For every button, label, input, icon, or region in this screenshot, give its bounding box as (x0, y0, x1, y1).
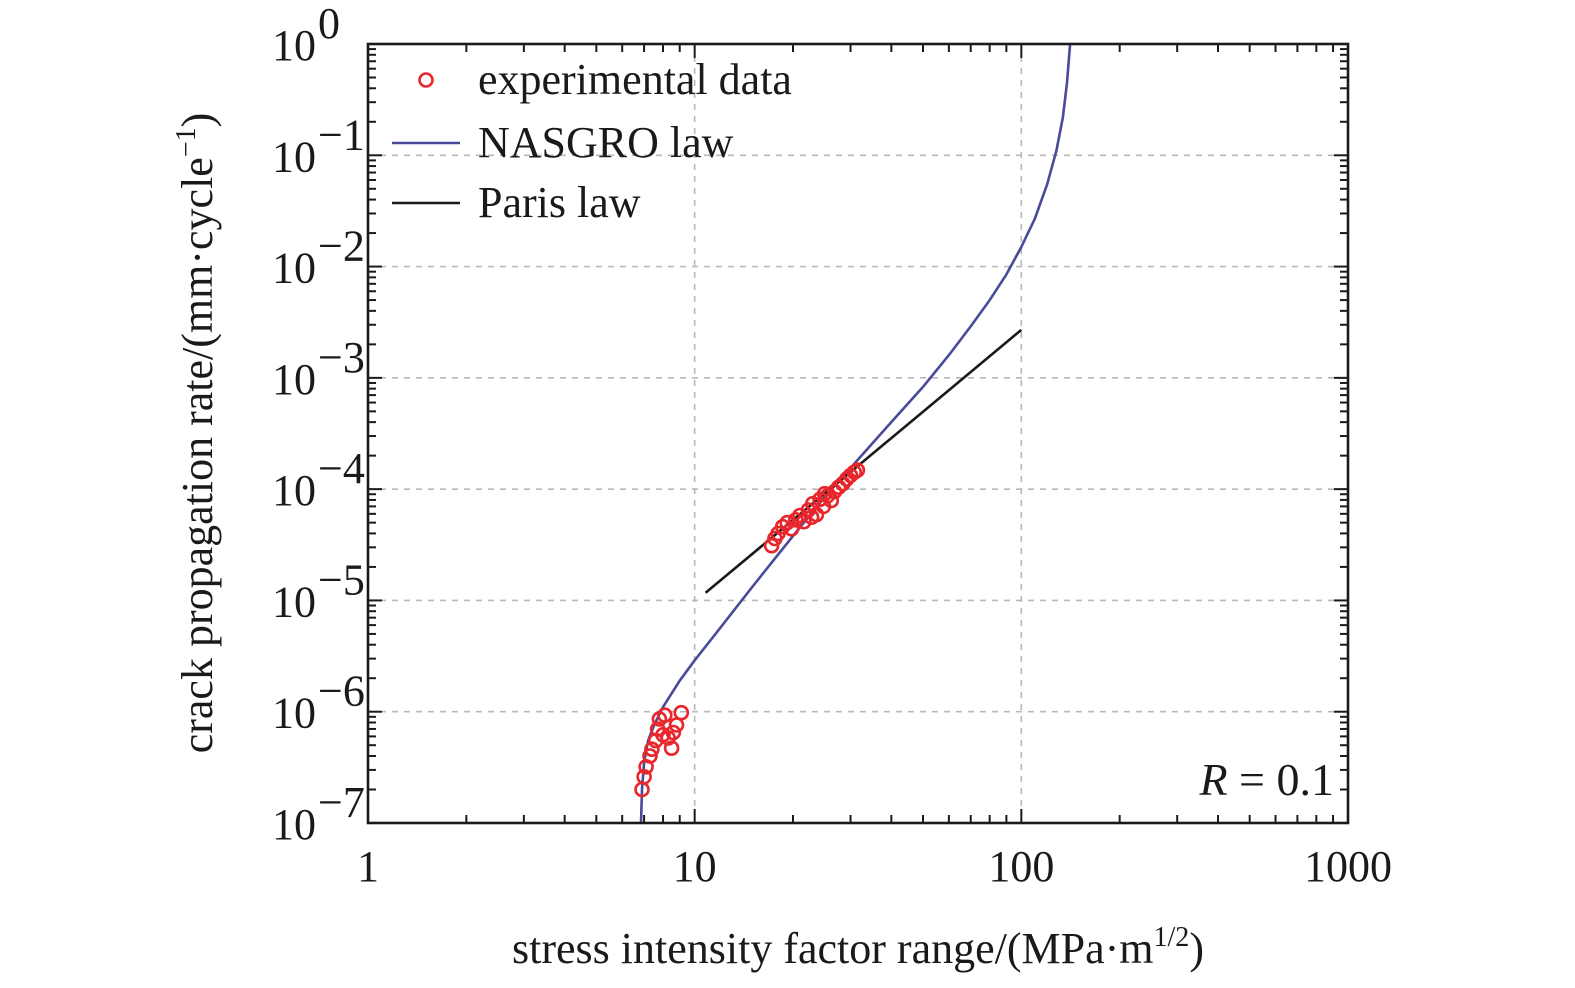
data-point-37 (849, 462, 866, 479)
data-point-31 (826, 483, 843, 500)
data-point-8 (656, 707, 673, 724)
r-ratio-annotation: R = 0.1 (1198, 754, 1334, 805)
x-axis-label: stress intensity factor range/(MPa·m1/2) (512, 922, 1204, 973)
y-tick-exponent-0: 0 (318, 0, 340, 48)
y-tick-label-−3: 10 (272, 355, 316, 404)
data-point-14 (655, 726, 671, 743)
y-tick-exponent-−2: −2 (318, 222, 365, 271)
y-axis-label: crack propagation rate/(mm·cycle−1) (171, 113, 222, 754)
data-layer (634, 43, 1072, 824)
data-point-11 (665, 724, 682, 741)
x-tick-label-10: 10 (673, 842, 717, 891)
y-tick-label-−1: 10 (272, 132, 316, 181)
data-point-13 (673, 704, 690, 721)
y-tick-exponent-−7: −7 (318, 778, 365, 827)
legend-label-experimental-data: experimental data (478, 55, 792, 104)
legend-label-paris-law: Paris law (478, 178, 641, 227)
y-tick-label-−2: 10 (272, 244, 316, 293)
y-tick-label-−6: 10 (272, 689, 316, 738)
data-point-4 (644, 741, 660, 758)
data-point-15 (763, 537, 780, 554)
y-tick-label-0: 10 (272, 21, 316, 70)
grid-layer (368, 44, 1348, 823)
y-tick-exponent-−5: −5 (318, 555, 365, 604)
legend: experimental data NASGRO law Paris law (392, 55, 792, 227)
x-tick-label-100: 100 (988, 842, 1054, 891)
data-point-39 (816, 485, 833, 502)
data-point-18 (774, 518, 791, 535)
series-line-paris-law (704, 328, 1023, 594)
data-point-1 (636, 768, 652, 785)
y-tick-exponent-−3: −3 (318, 333, 365, 382)
plot-frame (366, 42, 1350, 825)
y-tick-exponent-−4: −4 (318, 444, 365, 493)
legend-marker-experimental-data (418, 72, 434, 88)
data-point-38 (803, 509, 820, 526)
y-tick-label-−4: 10 (272, 466, 316, 515)
legend-label-nasgro-law: NASGRO law (478, 118, 734, 167)
data-point-10 (663, 740, 680, 757)
label-layer: stress intensity factor range/(MPa·m1/2)… (171, 113, 1334, 973)
y-tick-exponent-−6: −6 (318, 667, 365, 716)
x-tick-label-1000: 1000 (1304, 842, 1392, 891)
y-tick-exponent-−1: −1 (318, 110, 365, 159)
y-tick-label-−5: 10 (272, 577, 316, 626)
x-tick-label-1: 1 (357, 842, 379, 891)
data-point-32 (830, 479, 847, 496)
data-point-20 (783, 520, 800, 537)
data-point-21 (787, 511, 804, 528)
y-tick-label-−7: 10 (272, 800, 316, 849)
data-point-3 (642, 748, 658, 764)
